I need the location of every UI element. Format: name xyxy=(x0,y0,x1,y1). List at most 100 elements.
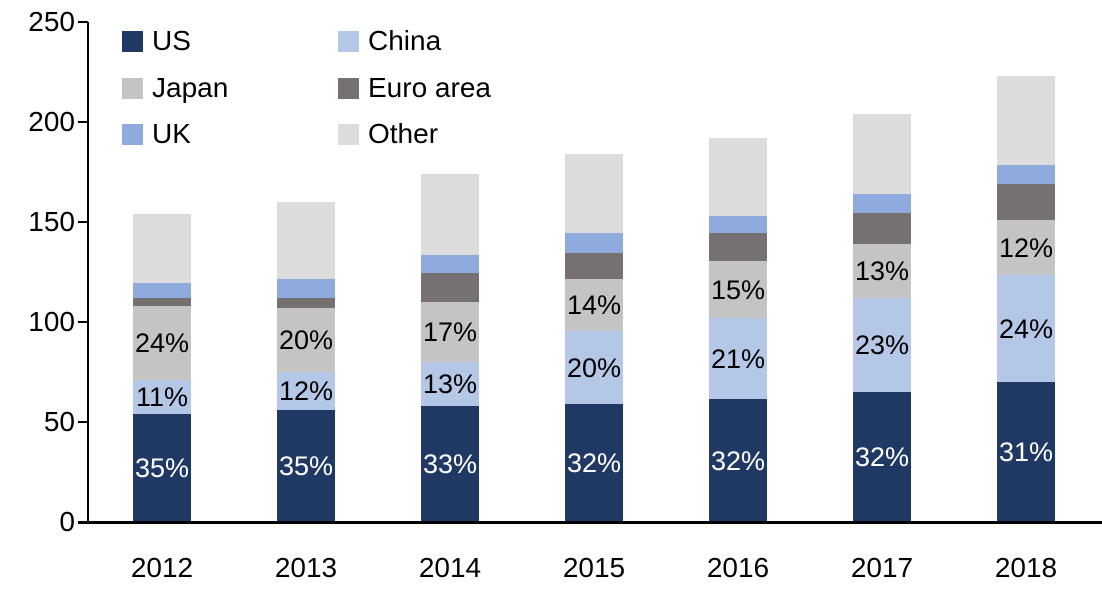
data-label-us-2016: 32% xyxy=(710,445,766,476)
data-label-us-2012: 35% xyxy=(134,453,190,483)
bar-2018-segment-us xyxy=(997,382,1055,522)
bar-2017-segment-china xyxy=(853,298,911,392)
bar-2014-segment-us xyxy=(421,406,479,522)
data-label-japan-2012: 24% xyxy=(134,328,190,358)
bar-2014-segment-china xyxy=(421,362,479,406)
y-axis-line xyxy=(87,22,89,524)
x-axis-label-2017: 2017 xyxy=(850,552,914,583)
data-label-us-2018: 31% xyxy=(998,437,1054,467)
bar-2012-segment-other xyxy=(133,214,191,283)
bar-2012-segment-japan xyxy=(133,306,191,380)
bar-2018-segment-other xyxy=(997,76,1055,165)
y-axis-tick xyxy=(78,121,88,123)
bar-2016-segment-other xyxy=(709,138,767,216)
x-axis-label-2012: 2012 xyxy=(130,552,194,583)
data-label-china-2015: 20% xyxy=(566,352,622,383)
bar-2015-segment-other xyxy=(565,154,623,233)
data-label-us-2015: 32% xyxy=(566,448,622,478)
legend-item-euro-area: Euro area xyxy=(338,73,491,103)
data-label-japan-2014: 17% xyxy=(422,317,478,347)
bar-2015-segment-japan xyxy=(565,279,623,331)
bar-2013-segment-other xyxy=(277,202,335,279)
x-axis-label-2015: 2015 xyxy=(562,552,626,583)
legend-swatch-japan xyxy=(122,77,143,99)
legend-item-uk: UK xyxy=(122,119,191,149)
y-axis-tick-label: 50 xyxy=(43,406,75,437)
y-axis-tick-label: 200 xyxy=(28,106,75,137)
legend-item-china: China xyxy=(338,26,441,56)
y-axis-tick-label: 100 xyxy=(28,306,75,337)
bar-2017-segment-japan xyxy=(853,244,911,298)
bar-2014-segment-uk xyxy=(421,255,479,273)
x-axis-label-2018: 2018 xyxy=(994,552,1058,583)
x-axis-label-2014: 2014 xyxy=(418,552,482,583)
x-axis-label-2016: 2016 xyxy=(706,552,770,583)
bar-2015-segment-china xyxy=(565,331,623,404)
y-axis-tick-label: 250 xyxy=(28,6,75,37)
legend-swatch-uk xyxy=(122,123,143,145)
bar-2013-segment-uk xyxy=(277,279,335,298)
bar-2013-segment-japan xyxy=(277,308,335,372)
bar-2015-segment-uk xyxy=(565,233,623,253)
bar-2016-segment-china xyxy=(709,318,767,399)
bar-2016-segment-us xyxy=(709,399,767,522)
data-label-us-2017: 32% xyxy=(854,442,910,472)
bar-2013-segment-china xyxy=(277,372,335,410)
data-label-china-2012: 11% xyxy=(135,382,189,412)
legend-item-us: US xyxy=(122,26,191,56)
x-axis-label-2013: 2013 xyxy=(274,552,338,583)
bar-2018-segment-uk xyxy=(997,165,1055,184)
y-axis-tick xyxy=(78,421,88,423)
legend-label-japan: Japan xyxy=(152,72,229,103)
legend-swatch-us xyxy=(122,30,143,52)
legend-label-other: Other xyxy=(368,118,439,149)
y-axis-tick-label: 0 xyxy=(59,506,75,537)
data-label-us-2013: 35% xyxy=(278,451,334,481)
bar-2018-segment-euro-area xyxy=(997,184,1055,220)
y-axis-tick xyxy=(78,321,88,323)
data-label-china-2014: 13% xyxy=(422,369,478,399)
legend-item-japan: Japan xyxy=(122,73,228,103)
y-axis-tick xyxy=(78,221,88,223)
bar-2017-segment-euro-area xyxy=(853,213,911,244)
legend-item-other: Other xyxy=(338,119,438,149)
data-label-japan-2018: 12% xyxy=(998,232,1054,263)
y-axis-tick xyxy=(78,21,88,23)
bar-2014-segment-euro-area xyxy=(421,273,479,302)
bar-2015-segment-euro-area xyxy=(565,253,623,279)
bar-2016-segment-euro-area xyxy=(709,233,767,261)
data-label-japan-2013: 20% xyxy=(278,325,334,355)
legend-label-us: US xyxy=(152,25,191,56)
bar-2012-segment-china xyxy=(133,380,191,414)
legend-label-china: China xyxy=(368,25,442,56)
data-label-us-2014: 33% xyxy=(422,449,478,479)
legend-swatch-china xyxy=(338,30,359,52)
legend-label-uk: UK xyxy=(152,118,191,149)
x-axis-baseline xyxy=(78,521,1102,524)
legend-swatch-euro-area xyxy=(338,77,359,99)
bar-2013-segment-us xyxy=(277,410,335,522)
bar-2018-segment-japan xyxy=(997,220,1055,275)
bar-2017-segment-other xyxy=(853,114,911,194)
data-label-japan-2015: 14% xyxy=(566,290,622,320)
bar-2012-segment-us xyxy=(133,414,191,522)
legend-swatch-other xyxy=(338,123,359,145)
data-label-japan-2016: 15% xyxy=(710,274,766,305)
y-axis-tick-label: 150 xyxy=(28,206,75,237)
data-label-japan-2017: 13% xyxy=(854,256,910,286)
bar-2015-segment-us xyxy=(565,404,623,522)
bar-2014-segment-japan xyxy=(421,302,479,362)
data-label-china-2017: 23% xyxy=(854,330,910,360)
bar-2013-segment-euro-area xyxy=(277,298,335,308)
legend-label-euro-area: Euro area xyxy=(368,72,491,103)
data-label-china-2013: 12% xyxy=(278,376,334,406)
data-label-china-2018: 24% xyxy=(998,313,1054,344)
bar-2014-segment-other xyxy=(421,174,479,255)
bar-2017-segment-uk xyxy=(853,194,911,213)
bar-2016-segment-japan xyxy=(709,261,767,318)
bar-2016-segment-uk xyxy=(709,216,767,233)
bar-2017-segment-us xyxy=(853,392,911,522)
data-label-china-2016: 21% xyxy=(710,343,766,374)
bar-2012-segment-uk xyxy=(133,283,191,298)
